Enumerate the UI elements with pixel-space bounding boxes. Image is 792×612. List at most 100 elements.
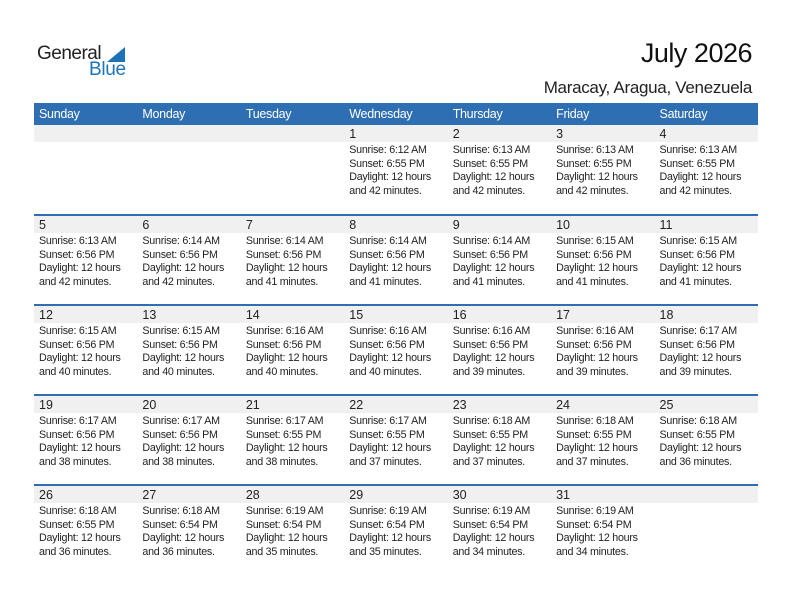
sunrise-text: Sunrise: 6:17 AM <box>659 325 738 337</box>
day-number: 25 <box>659 398 674 412</box>
day-cell: 7 Sunrise: 6:14 AM Sunset: 6:56 PM Daylight… <box>240 216 345 306</box>
sunrise-text: Sunrise: 6:15 AM <box>556 235 634 247</box>
daylight-text: Daylight: 12 hours and 40 minutes. <box>142 352 225 378</box>
logo-text-general: General <box>37 43 102 64</box>
day-number-band <box>344 216 448 233</box>
weekday-header: Sunday Monday Tuesday Wednesday Thursday Frid… <box>34 103 758 125</box>
day-number: 9 <box>452 218 460 232</box>
daylight-text: Daylight: 12 hours and 37 minutes. <box>556 442 638 468</box>
daylight-text: Daylight: 12 hours and 42 minutes. <box>349 171 431 197</box>
day-number: 23 <box>452 398 467 412</box>
day-number: 13 <box>142 308 157 322</box>
daylight-text: Daylight: 12 hours and 35 minutes. <box>349 532 431 558</box>
day-cell: 3 Sunrise: 6:13 AM Sunset: 6:55 PM Daylight… <box>551 125 655 215</box>
sunset-text: Sunset: 6:55 PM <box>39 518 115 531</box>
day-number-band <box>447 396 552 413</box>
sun-info: Sunrise: 6:18 AM Sunset: 6:55 PM Daylight:… <box>556 415 654 469</box>
day-number-band <box>344 306 448 323</box>
weekday-monday: Monday <box>142 107 186 121</box>
day-cell: 4 Sunrise: 6:13 AM Sunset: 6:55 PM Daylight… <box>654 125 758 215</box>
day-number-band <box>137 396 241 413</box>
sun-info: Sunrise: 6:17 AM Sunset: 6:55 PM Daylight:… <box>246 415 344 469</box>
sunset-text: Sunset: 6:55 PM <box>556 157 632 170</box>
daylight-text: Daylight: 12 hours and 42 minutes. <box>142 262 225 288</box>
sun-info: Sunrise: 6:15 AM Sunset: 6:56 PM Daylight:… <box>142 325 240 379</box>
sunrise-text: Sunrise: 6:18 AM <box>142 505 220 517</box>
sun-info: Sunrise: 6:18 AM Sunset: 6:55 PM Daylight:… <box>453 415 551 469</box>
sunrise-text: Sunrise: 6:16 AM <box>349 325 427 337</box>
day-number-band <box>240 486 345 503</box>
sunset-text: Sunset: 6:54 PM <box>349 518 425 531</box>
daylight-text: Daylight: 12 hours and 38 minutes. <box>142 442 225 468</box>
day-number-band <box>240 125 345 142</box>
sunrise-text: Sunrise: 6:18 AM <box>39 505 117 517</box>
day-number: 22 <box>349 398 364 412</box>
sunrise-text: Sunrise: 6:12 AM <box>349 144 427 156</box>
day-number-band <box>551 486 655 503</box>
daylight-text: Daylight: 12 hours and 40 minutes. <box>39 352 121 378</box>
day-number: 16 <box>452 308 467 322</box>
sun-info: Sunrise: 6:17 AM Sunset: 6:56 PM Daylight:… <box>660 325 758 379</box>
day-number-band <box>34 216 138 233</box>
day-number: 3 <box>556 127 564 141</box>
weekday-sunday: Sunday <box>39 107 80 121</box>
weekday-friday: Friday <box>556 107 590 121</box>
logo-triangle-icon <box>107 47 125 62</box>
week-row: 5 Sunrise: 6:13 AM Sunset: 6:56 PM Daylight… <box>34 214 758 304</box>
day-cell: 2 Sunrise: 6:13 AM Sunset: 6:55 PM Daylight… <box>447 125 552 215</box>
day-cell: 26 Sunrise: 6:18 AM Sunset: 6:55 PM Dayligh… <box>34 486 138 576</box>
day-number: 18 <box>659 308 674 322</box>
daylight-text: Daylight: 12 hours and 41 minutes. <box>245 262 328 288</box>
sunrise-text: Sunrise: 6:19 AM <box>349 505 427 517</box>
day-cell: 1 Sunrise: 6:12 AM Sunset: 6:55 PM Daylight… <box>344 125 448 215</box>
sunrise-text: Sunrise: 6:17 AM <box>245 415 324 427</box>
day-number: 28 <box>245 488 260 502</box>
day-number-band <box>551 306 655 323</box>
daylight-text: Daylight: 12 hours and 41 minutes. <box>349 262 431 288</box>
sunset-text: Sunset: 6:56 PM <box>452 338 529 351</box>
day-number-band <box>240 306 345 323</box>
empty-cell <box>240 125 345 215</box>
day-number-band <box>447 125 552 142</box>
day-cell: 29 Sunrise: 6:19 AM Sunset: 6:54 PM Dayligh… <box>344 486 448 576</box>
daylight-text: Daylight: 12 hours and 42 minutes. <box>39 262 121 288</box>
sun-info: Sunrise: 6:13 AM Sunset: 6:55 PM Daylight:… <box>660 144 758 198</box>
sunset-text: Sunset: 6:55 PM <box>556 428 632 441</box>
day-number-band <box>137 486 241 503</box>
sunset-text: Sunset: 6:55 PM <box>452 157 529 170</box>
daylight-text: Daylight: 12 hours and 42 minutes. <box>659 171 742 197</box>
sunset-text: Sunset: 6:56 PM <box>245 338 322 351</box>
daylight-text: Daylight: 12 hours and 38 minutes. <box>39 442 121 468</box>
day-number: 5 <box>39 218 46 232</box>
weekday-tuesday: Tuesday <box>245 107 292 121</box>
day-number: 11 <box>659 218 673 232</box>
daylight-text: Daylight: 12 hours and 35 minutes. <box>245 532 328 558</box>
sunset-text: Sunset: 6:54 PM <box>556 518 632 531</box>
day-number: 1 <box>349 127 357 141</box>
sun-info: Sunrise: 6:16 AM Sunset: 6:56 PM Daylight:… <box>349 325 447 379</box>
day-number-band <box>137 216 241 233</box>
day-number: 26 <box>39 488 53 502</box>
day-number: 17 <box>556 308 571 322</box>
day-number: 4 <box>659 127 667 141</box>
sunset-text: Sunset: 6:56 PM <box>659 248 736 261</box>
weekday-wednesday: Wednesday <box>349 107 413 121</box>
day-cell: 27 Sunrise: 6:18 AM Sunset: 6:54 PM Dayligh… <box>137 486 241 576</box>
day-number-band <box>551 396 655 413</box>
sun-info: Sunrise: 6:14 AM Sunset: 6:56 PM Daylight:… <box>142 235 240 289</box>
day-number-band <box>137 306 241 323</box>
sunrise-text: Sunrise: 6:16 AM <box>452 325 531 337</box>
day-number: 7 <box>245 218 253 232</box>
sun-info: Sunrise: 6:12 AM Sunset: 6:55 PM Daylight:… <box>349 144 447 198</box>
sun-info: Sunrise: 6:13 AM Sunset: 6:56 PM Daylight:… <box>39 235 137 289</box>
day-cell: 22 Sunrise: 6:17 AM Sunset: 6:55 PM Dayligh… <box>344 396 448 486</box>
sunset-text: Sunset: 6:56 PM <box>556 248 632 261</box>
day-number-band <box>34 486 138 503</box>
sun-info: Sunrise: 6:13 AM Sunset: 6:55 PM Daylight:… <box>556 144 654 198</box>
day-number-band <box>34 306 138 323</box>
sunrise-text: Sunrise: 6:13 AM <box>556 144 634 156</box>
sun-info: Sunrise: 6:19 AM Sunset: 6:54 PM Daylight:… <box>349 505 447 559</box>
day-number-band <box>654 125 758 142</box>
sunrise-text: Sunrise: 6:14 AM <box>142 235 220 247</box>
sun-info: Sunrise: 6:18 AM Sunset: 6:55 PM Daylight:… <box>39 505 137 559</box>
